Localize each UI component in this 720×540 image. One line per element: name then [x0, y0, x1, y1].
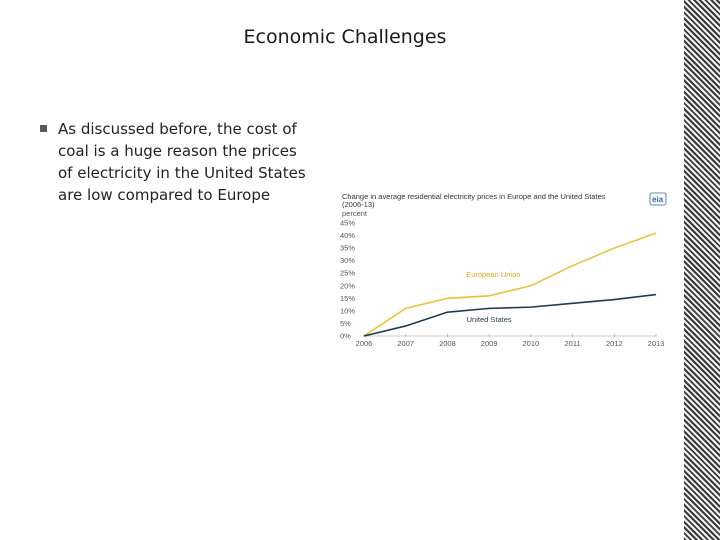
slide-title: Economic Challenges: [243, 26, 447, 48]
y-tick-label: 45%: [340, 219, 355, 228]
chart-title: Change in average residential electricit…: [342, 192, 608, 209]
x-tick-label: 2011: [565, 339, 581, 348]
x-tick-label: 2010: [523, 339, 540, 348]
y-tick-label: 30%: [340, 256, 355, 265]
y-tick-label: 25%: [340, 269, 355, 278]
decorative-border: [684, 0, 720, 540]
united-states-label: United States: [467, 315, 512, 324]
x-tick-label: 2009: [481, 339, 498, 348]
x-tick-label: 2008: [439, 339, 456, 348]
y-tick-label: 40%: [340, 231, 355, 240]
x-tick-label: 2012: [606, 339, 623, 348]
y-tick-label: 5%: [340, 319, 351, 328]
y-tick-label: 15%: [340, 294, 355, 303]
y-tick-label: 10%: [340, 306, 355, 315]
eia-logo-text: eia: [652, 195, 664, 204]
bullet-marker: [40, 125, 47, 132]
y-tick-label: 0%: [340, 332, 351, 341]
y-axis-label: percent: [342, 209, 368, 218]
series-layer: European Union United States: [363, 232, 657, 337]
x-tick-label: 2013: [648, 339, 665, 348]
european-union-line: [363, 232, 657, 337]
y-axis-ticks: 0% 5% 10% 15% 20% 25% 30% 35% 40% 45%: [340, 219, 355, 341]
eia-logo: eia: [649, 192, 667, 206]
y-tick-label: 35%: [340, 244, 355, 253]
price-change-chart: Change in average residential electricit…: [338, 190, 668, 350]
y-tick-label: 20%: [340, 281, 355, 290]
x-tick-label: 2006: [356, 339, 373, 348]
chart-svg: Change in average residential electricit…: [340, 192, 667, 348]
chart-title-line-2: (2006-13): [342, 200, 375, 209]
eia-logo-frame: [649, 192, 667, 206]
x-tick-label: 2007: [397, 339, 414, 348]
bullet-text: As discussed before, the cost of coal is…: [58, 120, 306, 204]
bullet-item: As discussed before, the cost of coal is…: [40, 118, 312, 206]
x-axis-ticks: 2006 2007 2008 2009 2010 2011 2012 2013: [356, 334, 665, 348]
european-union-label: European Union: [466, 270, 520, 279]
united-states-line: [363, 293, 657, 337]
chart-title-line-1: Change in average residential electricit…: [342, 192, 606, 201]
